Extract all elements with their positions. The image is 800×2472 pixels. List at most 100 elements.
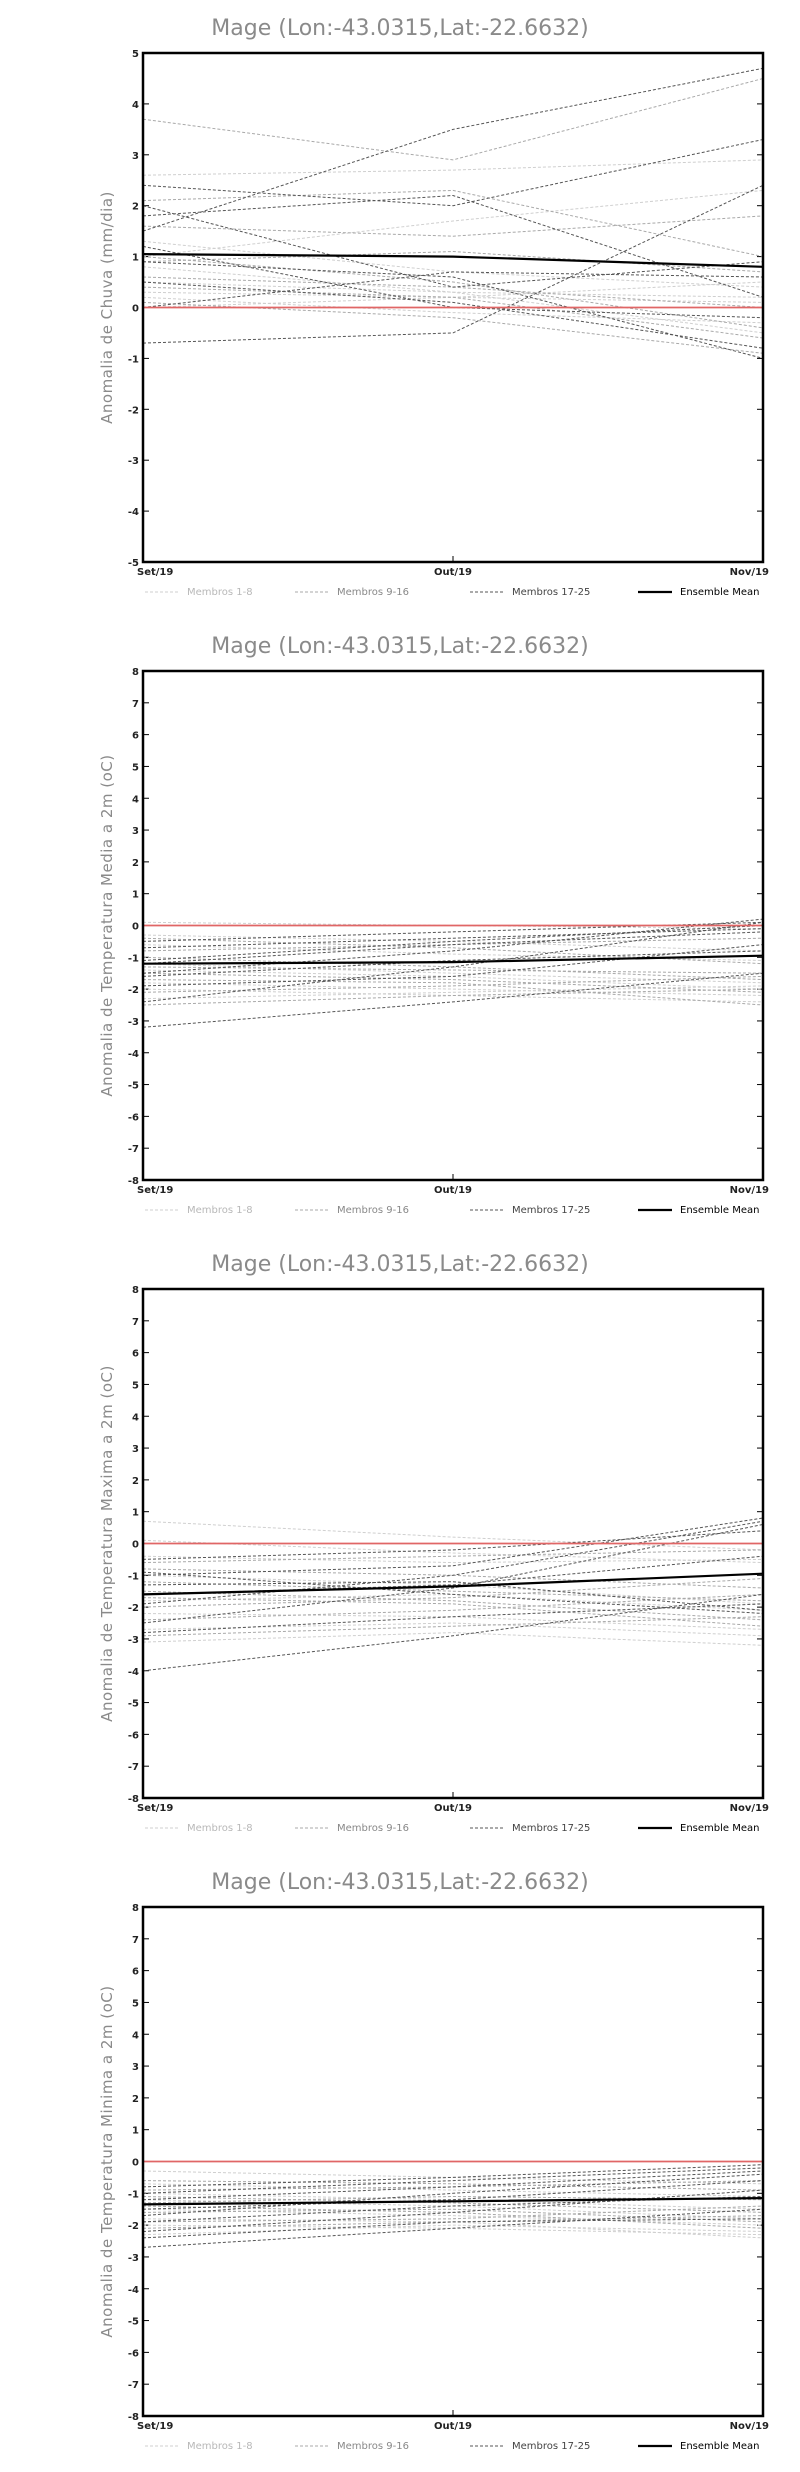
legend-entry: Membros 17-25 [470,1205,590,1216]
y-tick-label: 7 [132,1317,139,1328]
y-tick-label: 5 [132,1380,139,1391]
legend-entry: Membros 1-8 [145,587,253,598]
member-line [142,189,764,258]
x-tick-label: Set/19 [137,2421,173,2432]
legend-entry: Membros 1-8 [145,1205,253,1216]
ensemble-mean-line [142,1572,764,1596]
legend-label: Membros 17-25 [512,1205,590,1216]
y-tick-label: -4 [128,1667,139,1678]
legend-label: Membros 17-25 [512,2441,590,2452]
y-tick-label: 6 [132,1349,139,1360]
y-tick-label: -3 [128,456,139,467]
member-line [142,296,764,324]
member-line [142,1622,764,1637]
member-line [142,944,764,987]
chart-title: Mage (Lon:-43.0315,Lat:-22.6632) [211,16,588,41]
y-tick-label: -3 [128,2253,139,2264]
legend-label: Membros 1-8 [187,587,253,598]
member-line [142,281,764,349]
ensemble-mean-line [142,2197,764,2206]
member-line [142,950,764,977]
member-line [142,1603,764,1634]
y-tick-label: 0 [132,1540,139,1551]
y-tick-label: 2 [132,202,139,213]
legend-label: Ensemble Mean [680,1205,759,1216]
ensemble-mean-line [142,954,764,965]
y-tick-label: 4 [132,100,139,111]
legend-entry: Membros 9-16 [295,2441,409,2452]
legend-entry: Ensemble Mean [638,2441,759,2452]
y-tick-label: -5 [128,1081,139,1092]
ensemble-mean-line [142,253,764,268]
y-tick-label: 5 [132,1998,139,2009]
member-line [142,256,764,329]
member-line [142,67,764,232]
y-tick-label: -6 [128,2348,139,2359]
member-line [142,1581,764,1611]
y-tick-label: 1 [132,2126,139,2137]
y-tick-label: -4 [128,1049,139,1060]
y-tick-label: -2 [128,405,139,416]
y-tick-label: 3 [132,151,139,162]
chart-title: Mage (Lon:-43.0315,Lat:-22.6632) [211,1870,588,1895]
x-tick-label: Out/19 [434,567,472,578]
plot-frame [141,1905,765,2418]
member-line [142,1578,764,1608]
chart-title: Mage (Lon:-43.0315,Lat:-22.6632) [211,1252,588,1277]
member-line [142,301,764,354]
y-tick-label: 8 [132,667,139,678]
legend-label: Membros 9-16 [337,1205,409,1216]
member-line [142,972,764,993]
member-line [142,281,764,298]
y-tick-label: -7 [128,2380,139,2391]
member-line [142,189,764,258]
member-line [142,1571,764,1614]
y-tick-label: 0 [132,304,139,315]
y-tick-label: 3 [132,2062,139,2073]
y-tick-label: -5 [128,558,139,569]
member-line [142,159,764,176]
member-line [142,2208,764,2226]
plot-frame [141,669,765,1182]
member-line [142,921,764,1003]
member-line [142,266,764,334]
x-tick-label: Nov/19 [730,2421,769,2432]
legend-entry: Membros 17-25 [470,1823,590,1834]
chart-panel-4: Mage (Lon:-43.0315,Lat:-22.6632) Anomalia… [98,1870,769,2452]
y-tick-label: -8 [128,2412,139,2423]
chart-panel-2: Mage (Lon:-43.0315,Lat:-22.6632) Anomalia… [98,634,769,1216]
member-line [142,1616,764,1637]
y-tick-label: 2 [132,2094,139,2105]
member-line [142,1555,764,1564]
y-tick-label: 3 [132,826,139,837]
legend-label: Ensemble Mean [680,1823,759,1834]
member-line [142,1549,764,1564]
x-tick-label: Set/19 [137,1803,173,1814]
y-tick-label: 5 [132,49,139,60]
member-line [142,250,764,273]
member-line [142,925,764,961]
y-tick-label: 3 [132,1444,139,1455]
member-line [142,931,764,965]
x-tick-label: Set/19 [137,567,173,578]
member-line [142,2208,764,2248]
member-line [142,1632,764,1646]
y-tick-label: -3 [128,1635,139,1646]
member-line [142,215,764,237]
legend-label: Membros 1-8 [187,2441,253,2452]
member-line [142,972,764,1028]
legend-entry: Membros 1-8 [145,2441,253,2452]
member-line [142,2180,764,2191]
chart-panel-3: Mage (Lon:-43.0315,Lat:-22.6632) Anomalia… [98,1252,769,1834]
y-tick-label: -1 [128,2189,139,2200]
member-line [142,982,764,996]
member-line [142,194,764,298]
y-axis-label: Anomalia de Temperatura Maxima a 2m (oC) [98,1365,116,1722]
member-line [142,286,764,339]
legend-label: Membros 1-8 [187,1823,253,1834]
member-line [142,184,764,344]
legend-label: Ensemble Mean [680,2441,759,2452]
legend-entry: Membros 17-25 [470,2441,590,2452]
y-tick-label: 8 [132,1903,139,1914]
y-tick-label: -5 [128,1699,139,1710]
